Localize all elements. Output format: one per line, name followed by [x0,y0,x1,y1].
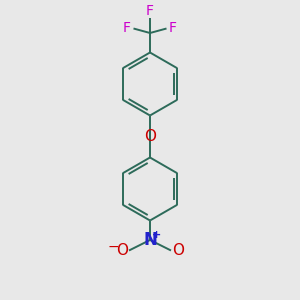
Text: N: N [143,231,157,249]
Text: F: F [146,4,154,18]
Text: O: O [172,243,184,258]
Text: O: O [144,129,156,144]
Text: −: − [108,240,119,254]
Text: F: F [169,22,177,35]
Text: O: O [116,243,128,258]
Text: +: + [152,230,161,240]
Text: F: F [123,22,131,35]
